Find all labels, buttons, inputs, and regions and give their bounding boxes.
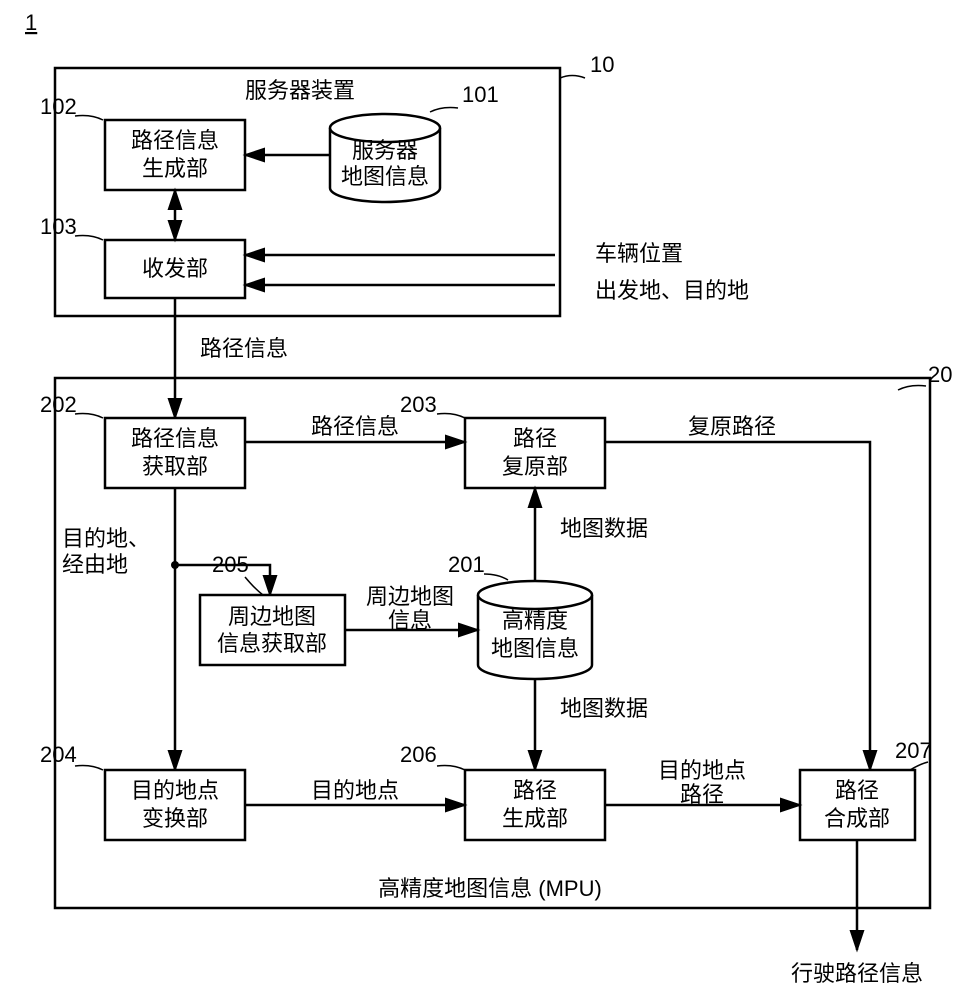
lbl-mapdata1: 地图数据 [560, 516, 648, 541]
n201-l1: 高精度 [502, 608, 568, 633]
n204-l2: 变换部 [142, 806, 208, 831]
n207-l2: 合成部 [824, 806, 890, 831]
n202-l2: 获取部 [142, 454, 208, 479]
id-205: 205 [212, 552, 249, 577]
n206-l2: 生成部 [502, 806, 568, 831]
lbl-vehpos: 车辆位置 [595, 241, 683, 266]
id-20: 20 [928, 362, 952, 387]
lbl-routeinfo1: 路径信息 [200, 336, 288, 361]
n201-l2: 地图信息 [491, 636, 579, 661]
server-title: 服务器装置 [245, 78, 355, 103]
lbl-routeinfo2: 路径信息 [311, 414, 399, 439]
id-201: 201 [448, 552, 485, 577]
lbl-destvia: 目的地、 [62, 526, 150, 551]
lbl-destpt: 目的地点 [311, 778, 399, 803]
lead-207 [910, 762, 928, 770]
id-207: 207 [895, 738, 932, 763]
n103-l1: 收发部 [142, 256, 208, 281]
n203-l2: 复原部 [502, 454, 568, 479]
id-204: 204 [40, 742, 77, 767]
n101-l1: 服务器 [352, 138, 418, 163]
server-map-db: 服务器 地图信息 [330, 114, 440, 202]
lbl-surround: 周边地图 [366, 584, 454, 609]
id-10: 10 [590, 52, 614, 77]
n205-l2: 信息获取部 [217, 631, 327, 656]
lbl-surround2: 信息 [388, 608, 432, 633]
n207-l1: 路径 [835, 778, 879, 803]
hd-map-db: 高精度 地图信息 [478, 581, 592, 679]
lbl-out: 行驶路径信息 [791, 961, 923, 986]
n202-l1: 路径信息 [131, 426, 219, 451]
id-206: 206 [400, 742, 437, 767]
lbl-restore: 复原路径 [688, 414, 776, 439]
lead-102 [75, 116, 103, 121]
system-diagram: 1 服务器装置 10 服务器 地图信息 101 路径信息 生成部 102 收发部… [0, 0, 968, 1000]
n102-l1: 路径信息 [131, 128, 219, 153]
figure-number: 1 [25, 10, 37, 35]
lbl-mapdata2: 地图数据 [560, 696, 648, 721]
lbl-destroute2: 路径 [680, 782, 724, 807]
lead-202 [75, 414, 103, 419]
lead-10 [560, 76, 585, 79]
id-203: 203 [400, 392, 437, 417]
mpu-title: 高精度地图信息 (MPU) [378, 876, 602, 901]
lbl-destvia2: 经由地 [62, 552, 128, 577]
id-101: 101 [462, 82, 499, 107]
lead-101 [430, 108, 458, 113]
lead-203 [437, 414, 465, 419]
n206-l1: 路径 [513, 778, 557, 803]
n102-l2: 生成部 [142, 156, 208, 181]
id-202: 202 [40, 392, 77, 417]
n101-l2: 地图信息 [341, 164, 429, 189]
id-103: 103 [40, 214, 77, 239]
lead-20 [898, 386, 926, 391]
lbl-destroute: 目的地点 [658, 758, 746, 783]
lbl-origdest: 出发地、目的地 [595, 278, 749, 303]
lead-103 [75, 236, 103, 241]
n204-l1: 目的地点 [131, 778, 219, 803]
id-102: 102 [40, 94, 77, 119]
n203-l1: 路径 [513, 426, 557, 451]
n205-l1: 周边地图 [228, 604, 316, 629]
lead-206 [437, 766, 465, 771]
lead-201 [484, 574, 508, 580]
lead-204 [75, 766, 103, 771]
lead-205 [245, 577, 263, 595]
